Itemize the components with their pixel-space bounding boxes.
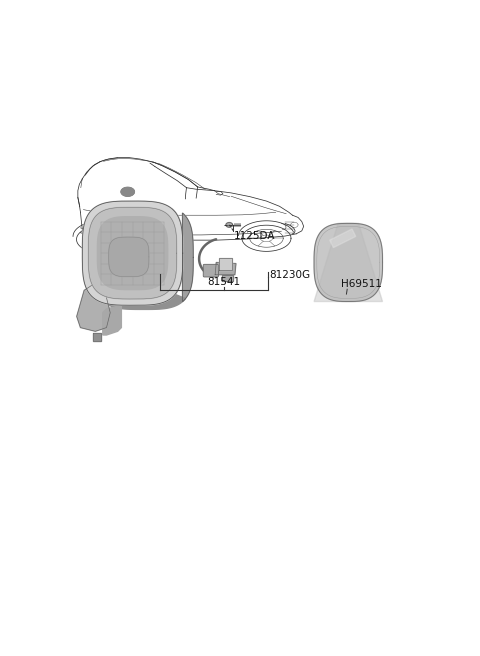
Polygon shape	[121, 188, 134, 196]
Polygon shape	[314, 224, 383, 302]
Text: 81230G: 81230G	[269, 270, 310, 281]
Polygon shape	[77, 283, 110, 331]
Polygon shape	[226, 222, 233, 227]
Polygon shape	[88, 207, 177, 299]
Polygon shape	[222, 275, 233, 281]
Polygon shape	[330, 229, 356, 247]
Polygon shape	[219, 258, 232, 270]
Polygon shape	[90, 294, 185, 310]
Text: 1125DA: 1125DA	[233, 231, 275, 241]
Text: 81541: 81541	[207, 277, 240, 287]
Polygon shape	[215, 262, 236, 275]
Text: H69511: H69511	[341, 279, 382, 289]
Polygon shape	[83, 201, 183, 305]
Polygon shape	[314, 224, 383, 302]
Polygon shape	[103, 305, 121, 335]
FancyBboxPatch shape	[203, 264, 218, 277]
Polygon shape	[97, 216, 168, 289]
Polygon shape	[109, 237, 149, 277]
Polygon shape	[94, 333, 101, 340]
Polygon shape	[172, 209, 193, 302]
